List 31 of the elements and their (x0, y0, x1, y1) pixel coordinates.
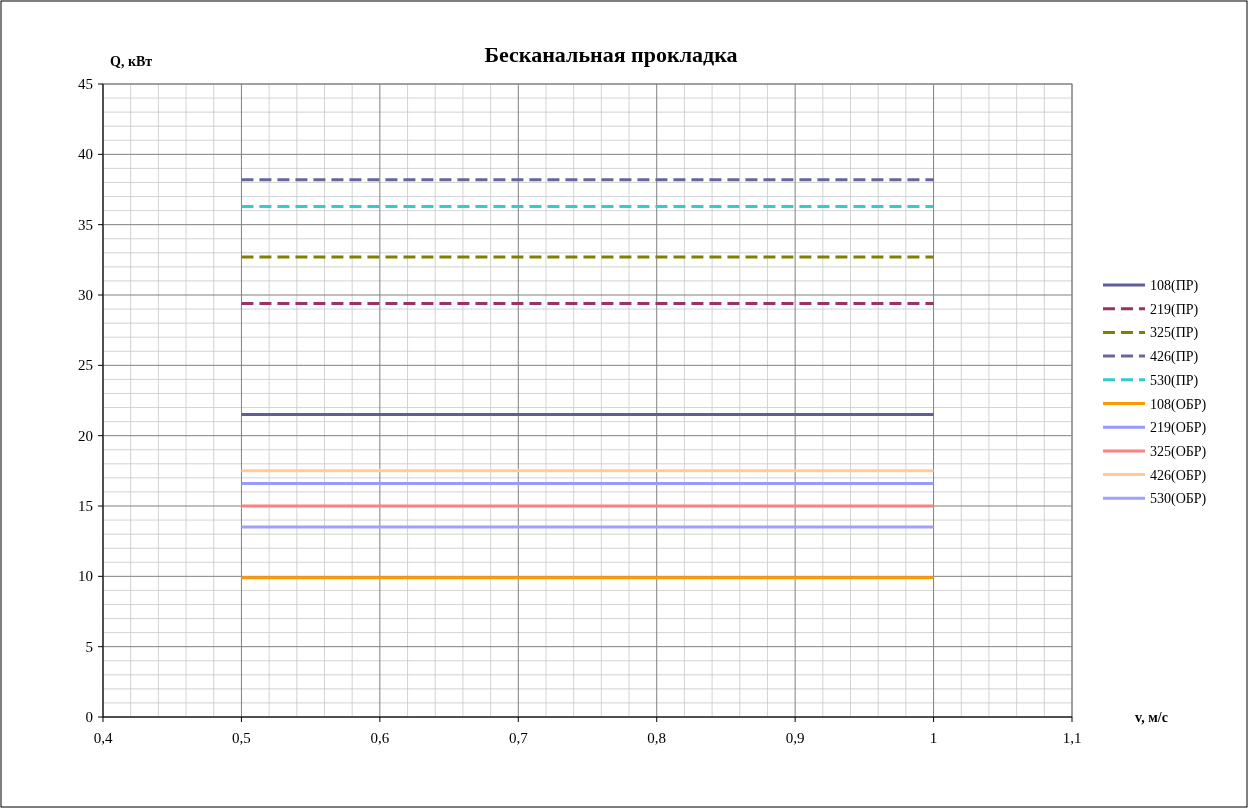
y-tick-label: 25 (78, 357, 93, 374)
y-tick-label: 20 (78, 427, 93, 444)
x-tick-label: 0,5 (232, 730, 251, 746)
legend-label: 108(ОБР) (1150, 396, 1207, 413)
legend-label: 325(ОБР) (1150, 443, 1207, 460)
legend-label: 108(ПР) (1150, 278, 1199, 294)
legend-label: 219(ОБР) (1150, 420, 1207, 437)
y-tick-label: 45 (78, 76, 93, 92)
x-tick-label: 0,7 (508, 730, 529, 746)
y-tick-label: 35 (78, 216, 93, 233)
legend-label: 530(ОБР) (1150, 491, 1207, 508)
legend-label: 219(ПР) (1150, 301, 1199, 318)
y-axis-title: Q, кВт (110, 54, 153, 69)
x-tick-label: 0,9 (785, 730, 805, 746)
y-tick-label: 0 (85, 709, 93, 725)
legend-label: 426(ОБР) (1150, 467, 1207, 484)
y-tick-label: 15 (78, 498, 93, 514)
x-axis-title: v, м/с (1135, 710, 1168, 725)
y-tick-label: 5 (85, 638, 93, 655)
legend-label: 426(ПР) (1150, 349, 1199, 366)
x-tick-label: 1 (929, 730, 938, 746)
x-tick-label: 0,8 (647, 730, 667, 746)
x-tick-label: 0,6 (370, 730, 390, 746)
chart-title: Бесканальная прокладка (484, 42, 738, 67)
legend-label: 325(ПР) (1150, 325, 1199, 342)
y-tick-label: 40 (78, 146, 93, 163)
legend-label: 530(ПР) (1150, 372, 1199, 389)
y-tick-label: 10 (78, 568, 93, 585)
y-tick-label: 30 (78, 287, 93, 303)
x-tick-label: 0,4 (93, 730, 113, 746)
x-tick-label: 1,1 (1062, 730, 1082, 746)
